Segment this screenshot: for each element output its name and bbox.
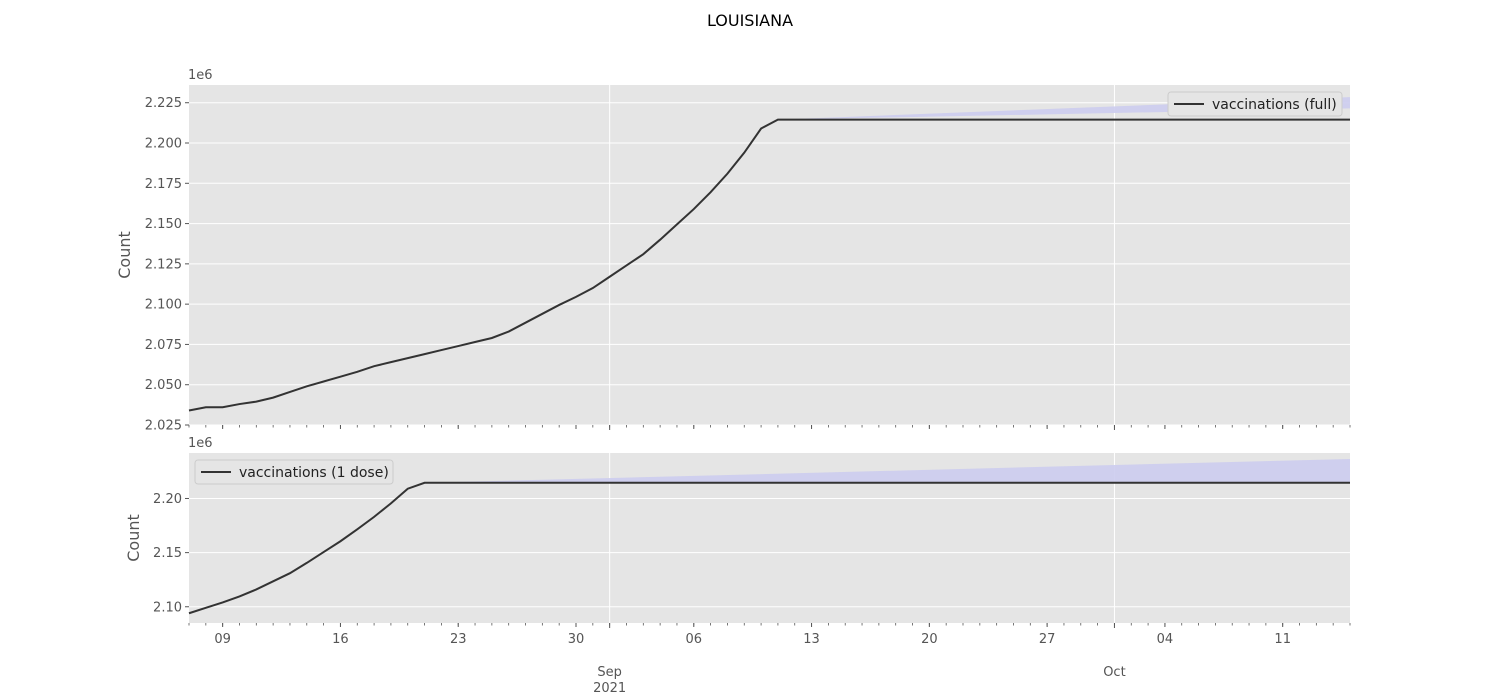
y-tick-label: 2.15 [153, 546, 182, 561]
x-tick-label: 27 [1039, 632, 1056, 647]
y-scale-label: 1e6 [188, 68, 213, 83]
y-tick-label: 2.125 [145, 257, 182, 272]
x-tick-label: 11 [1274, 632, 1291, 647]
plot-area [189, 85, 1350, 425]
x-tick-label: 16 [332, 632, 349, 647]
series-line [188, 481, 1350, 615]
y-tick-label: 2.10 [153, 600, 182, 615]
x-tick-label: 04 [1157, 632, 1174, 647]
x-tick-label: 06 [686, 632, 703, 647]
x-tick-label: 30 [568, 632, 585, 647]
y-tick-label: 2.200 [145, 137, 182, 152]
y-axis-title: Count [115, 231, 134, 279]
confidence-band [777, 97, 1350, 120]
x-tick-label: 09 [214, 632, 231, 647]
y-tick-label: 2.075 [145, 338, 182, 353]
y-tick-label: 2.20 [153, 492, 182, 507]
x-month-label: Oct [1103, 665, 1125, 680]
y-tick-label: 2.025 [145, 419, 182, 434]
legend-box [1167, 91, 1343, 117]
legend-entry: vaccinations (1 dose) [239, 465, 389, 481]
x-month-label: Sep [597, 665, 622, 680]
x-tick-label: 13 [803, 632, 820, 647]
legend: vaccinations (1 dose) [194, 459, 394, 485]
x-tick-label: 23 [450, 632, 467, 647]
y-tick-label: 2.225 [145, 96, 182, 111]
y-tick-label: 2.150 [145, 217, 182, 232]
y-axis-title: Count [124, 514, 143, 562]
bottom-panel: 2.10 2.15 2.20 Count 1e6 vaccinations (1 dose… [124, 436, 1351, 628]
legend-entry: vaccinations (full) [1212, 97, 1337, 113]
y-tick-label: 2.175 [145, 177, 182, 192]
y-tick-label: 2.050 [145, 378, 182, 393]
y-scale-label: 1e6 [188, 436, 213, 451]
y-tick-label: 2.100 [145, 298, 182, 313]
x-year-label: 2021 [593, 681, 626, 696]
legend: vaccinations (full) [1167, 91, 1343, 117]
legend-box [194, 459, 394, 485]
x-tick-label: 20 [921, 632, 938, 647]
figure-title: LOUISIANA [707, 11, 793, 30]
confidence-band [424, 458, 1351, 483]
top-panel: 2.025 2.050 2.075 2.100 2.125 2.150 2.175 2.200… [115, 68, 1351, 434]
series-line [188, 118, 1350, 412]
